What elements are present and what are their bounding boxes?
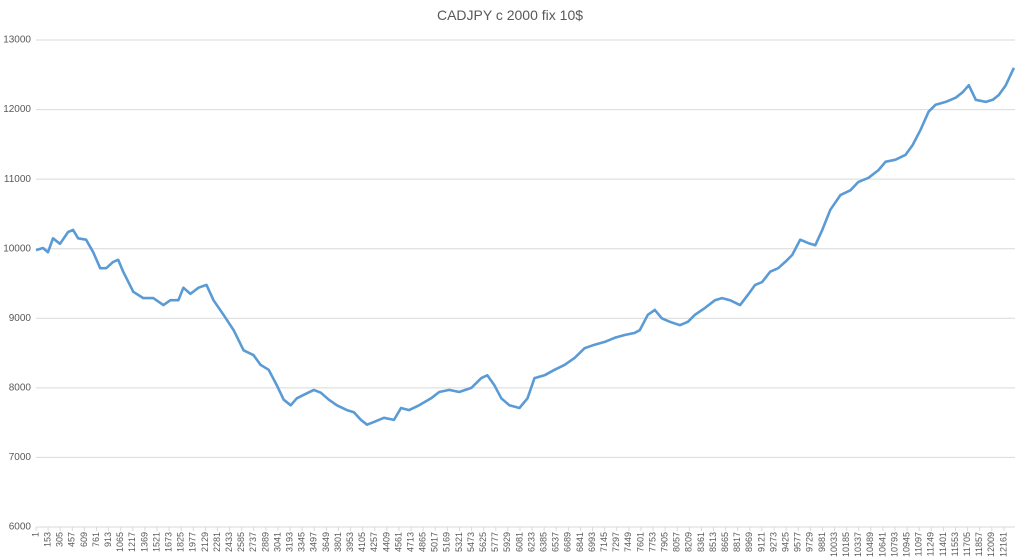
x-tick-label: 4409 xyxy=(381,532,391,552)
y-tick-label: 7000 xyxy=(9,452,32,463)
x-tick-label: 5473 xyxy=(466,532,476,552)
x-tick-label: 8513 xyxy=(708,532,718,552)
x-tick-label: 8817 xyxy=(732,532,742,552)
x-tick-label: 4561 xyxy=(393,532,403,552)
x-tick-label: 10641 xyxy=(877,532,887,557)
x-tick-label: 1217 xyxy=(127,532,137,552)
x-tick-label: 457 xyxy=(67,532,77,547)
x-tick-label: 11249 xyxy=(926,532,936,556)
x-tick-label: 6689 xyxy=(563,532,573,552)
x-tick-label: 153 xyxy=(42,532,52,547)
x-tick-label: 6993 xyxy=(587,532,597,552)
y-tick-label: 9000 xyxy=(9,313,32,324)
x-tick-label: 11705 xyxy=(962,532,972,556)
x-tick-label: 9273 xyxy=(768,532,778,552)
x-tick-label: 11401 xyxy=(938,532,948,556)
x-tick-label: 5017 xyxy=(430,532,440,552)
x-tick-label: 8209 xyxy=(684,532,694,552)
x-tick-label: 3649 xyxy=(321,532,331,552)
x-tick-label: 3953 xyxy=(345,532,355,552)
x-tick-label: 7145 xyxy=(599,532,609,552)
x-tick-label: 10337 xyxy=(853,532,863,557)
x-tick-label: 3497 xyxy=(309,532,319,552)
x-tick-label: 1673 xyxy=(163,532,173,552)
x-tick-label: 3193 xyxy=(284,532,294,552)
y-tick-label: 11000 xyxy=(4,174,32,185)
x-tick-label: 2281 xyxy=(212,532,222,552)
x-tick-label: 5929 xyxy=(502,532,512,552)
x-tick-label: 2433 xyxy=(224,532,234,552)
x-tick-label: 2889 xyxy=(260,532,270,552)
x-tick-label: 6385 xyxy=(539,532,549,552)
x-tick-label: 2585 xyxy=(236,532,246,552)
x-tick-label: 1521 xyxy=(151,532,161,552)
x-tick-label: 9577 xyxy=(793,532,803,552)
x-tick-label: 11857 xyxy=(974,532,984,556)
x-tick-label: 761 xyxy=(91,532,101,547)
x-tick-label: 7753 xyxy=(647,532,657,552)
x-tick-label: 10033 xyxy=(829,532,839,557)
x-tick-label: 12009 xyxy=(986,532,996,557)
x-tick-label: 1 xyxy=(30,532,40,537)
x-tick-label: 6841 xyxy=(575,532,585,552)
y-tick-label: 12000 xyxy=(3,104,31,115)
x-tick-label: 4713 xyxy=(405,532,415,552)
x-tick-label: 10185 xyxy=(841,532,851,557)
x-tick-label: 7601 xyxy=(635,532,645,552)
x-tick-label: 8361 xyxy=(696,532,706,552)
x-tick-label: 305 xyxy=(55,532,65,547)
x-tick-label: 6081 xyxy=(514,532,524,552)
x-tick-label: 609 xyxy=(79,532,89,547)
y-tick-label: 6000 xyxy=(9,522,32,533)
x-tick-label: 8665 xyxy=(720,532,730,552)
x-tick-label: 7905 xyxy=(660,532,670,552)
x-tick-label: 12161 xyxy=(998,532,1008,557)
x-tick-label: 4257 xyxy=(369,532,379,552)
y-tick-label: 8000 xyxy=(9,382,32,393)
x-tick-label: 9729 xyxy=(805,532,815,552)
x-tick-label: 9121 xyxy=(756,532,766,552)
x-tick-label: 9881 xyxy=(817,532,827,552)
x-tick-label: 8057 xyxy=(672,532,682,552)
x-tick-label: 5625 xyxy=(478,532,488,552)
x-tick-label: 8969 xyxy=(744,532,754,552)
x-tick-label: 1065 xyxy=(115,532,125,552)
x-tick-label: 7449 xyxy=(623,532,633,552)
x-tick-label: 3041 xyxy=(272,532,282,552)
x-tick-label: 5169 xyxy=(442,532,452,552)
x-tick-label: 11097 xyxy=(914,532,924,556)
x-tick-label: 4105 xyxy=(357,532,367,552)
x-tick-label: 6537 xyxy=(551,532,561,552)
x-tick-label: 6233 xyxy=(526,532,536,552)
x-tick-label: 2129 xyxy=(200,532,210,552)
x-tick-label: 10793 xyxy=(889,532,899,557)
x-tick-label: 913 xyxy=(103,532,113,547)
y-tick-label: 13000 xyxy=(3,35,31,46)
x-tick-label: 5321 xyxy=(454,532,464,552)
x-tick-label: 3801 xyxy=(333,532,343,552)
x-tick-label: 5777 xyxy=(490,532,500,552)
x-tick-label: 4865 xyxy=(418,532,428,552)
chart-title: CADJPY c 2000 fix 10$ xyxy=(437,7,583,23)
x-tick-label: 1977 xyxy=(188,532,198,552)
x-tick-label: 1369 xyxy=(139,532,149,552)
x-tick-label: 10945 xyxy=(902,532,912,557)
x-tick-label: 2737 xyxy=(248,532,258,552)
x-tick-label: 3345 xyxy=(297,532,307,552)
x-tick-label: 1825 xyxy=(176,532,186,552)
x-tick-label: 9425 xyxy=(781,532,791,552)
x-tick-label: 11553 xyxy=(950,532,960,556)
y-tick-label: 10000 xyxy=(3,243,31,254)
data-line xyxy=(35,67,1016,426)
x-tick-label: 10489 xyxy=(865,532,875,557)
x-tick-label: 7297 xyxy=(611,532,621,552)
